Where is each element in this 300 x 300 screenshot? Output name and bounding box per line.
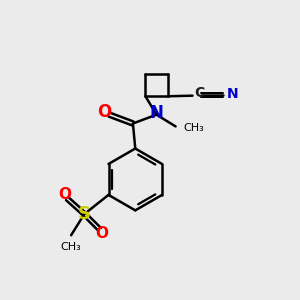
Text: O: O: [58, 187, 71, 202]
Text: CH₃: CH₃: [61, 242, 82, 252]
Text: O: O: [95, 226, 109, 241]
Text: S: S: [78, 205, 91, 223]
Text: N: N: [150, 104, 164, 122]
Text: N: N: [227, 88, 238, 101]
Text: CH₃: CH₃: [184, 123, 205, 133]
Text: O: O: [97, 103, 111, 121]
Text: C: C: [195, 86, 205, 100]
